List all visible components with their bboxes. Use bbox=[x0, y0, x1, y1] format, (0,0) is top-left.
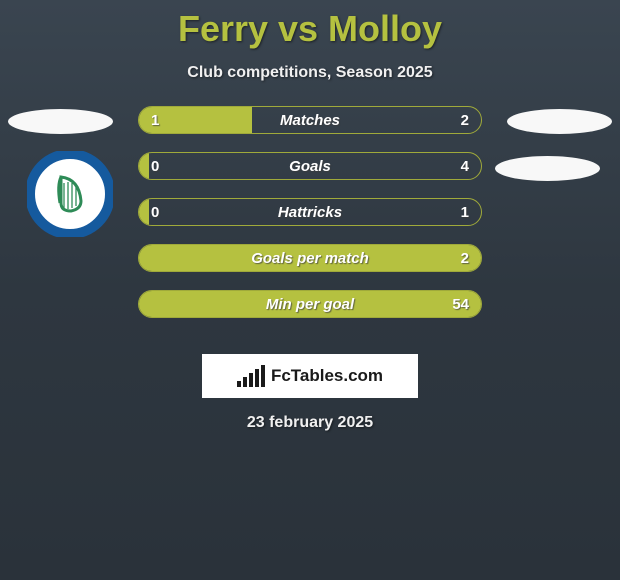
player-right-placeholder-2 bbox=[495, 156, 600, 181]
bar-label: Goals per match bbox=[139, 245, 481, 272]
player-left-placeholder bbox=[8, 109, 113, 134]
site-badge: FcTables.com bbox=[202, 354, 418, 398]
comparison-panel: FINN HARPS • 1954 • 12Matches 04Goals 01Ha… bbox=[0, 106, 620, 346]
stat-row: 2Goals per match bbox=[138, 244, 482, 272]
club-crest-left: FINN HARPS • 1954 • bbox=[27, 151, 113, 237]
stat-row: 04Goals bbox=[138, 152, 482, 180]
subtitle: Club competitions, Season 2025 bbox=[0, 64, 620, 82]
site-name: FcTables.com bbox=[271, 366, 383, 386]
stat-row: 54Min per goal bbox=[138, 290, 482, 318]
comparison-bars: 12Matches 04Goals 01Hattricks 2Goals per ma… bbox=[138, 106, 482, 336]
bar-label: Hattricks bbox=[139, 199, 481, 226]
stat-row: 01Hattricks bbox=[138, 198, 482, 226]
bar-label: Min per goal bbox=[139, 291, 481, 318]
bar-label: Matches bbox=[139, 107, 481, 134]
date-label: 23 february 2025 bbox=[0, 414, 620, 432]
bar-label: Goals bbox=[139, 153, 481, 180]
page-title: Ferry vs Molloy bbox=[0, 0, 620, 50]
stat-row: 12Matches bbox=[138, 106, 482, 134]
player-right-placeholder-1 bbox=[507, 109, 612, 134]
site-logo-icon bbox=[237, 365, 265, 387]
